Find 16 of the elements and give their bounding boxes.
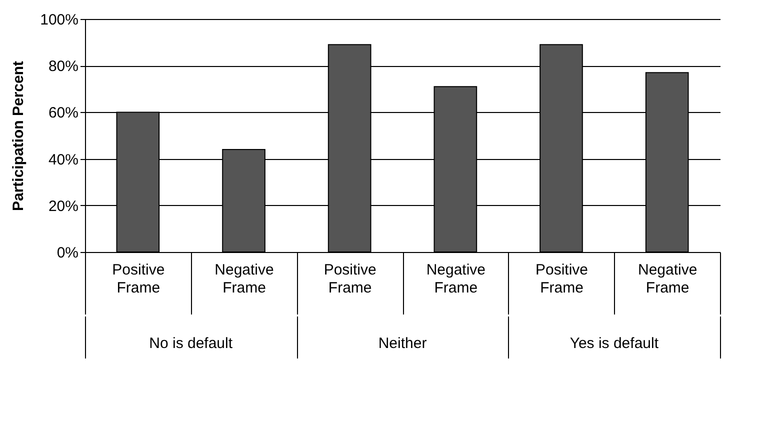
x-tick-label: Negative Frame (638, 262, 698, 296)
text: No is default (149, 335, 234, 352)
x-tick-label: Negative Frame (214, 262, 274, 296)
y-tick-label: 0% (56, 244, 78, 262)
y-tick-label: 40% (48, 151, 78, 168)
y-tick-label: 20% (48, 198, 78, 215)
y-tick-label: 100% (40, 12, 78, 28)
x-tick-label: Negative Frame (426, 262, 486, 296)
y-tick-label: 80% (48, 58, 78, 76)
x-tick-label: Positive Frame (535, 262, 588, 296)
y-axis-title: Participation Percent (10, 60, 28, 212)
x-tick-label: Positive Frame (112, 262, 165, 296)
y-tick-label: 60% (48, 104, 78, 122)
text: Yes is default (570, 335, 660, 352)
text: Neither (378, 335, 427, 352)
x-tick-label: Positive Frame (324, 262, 376, 296)
